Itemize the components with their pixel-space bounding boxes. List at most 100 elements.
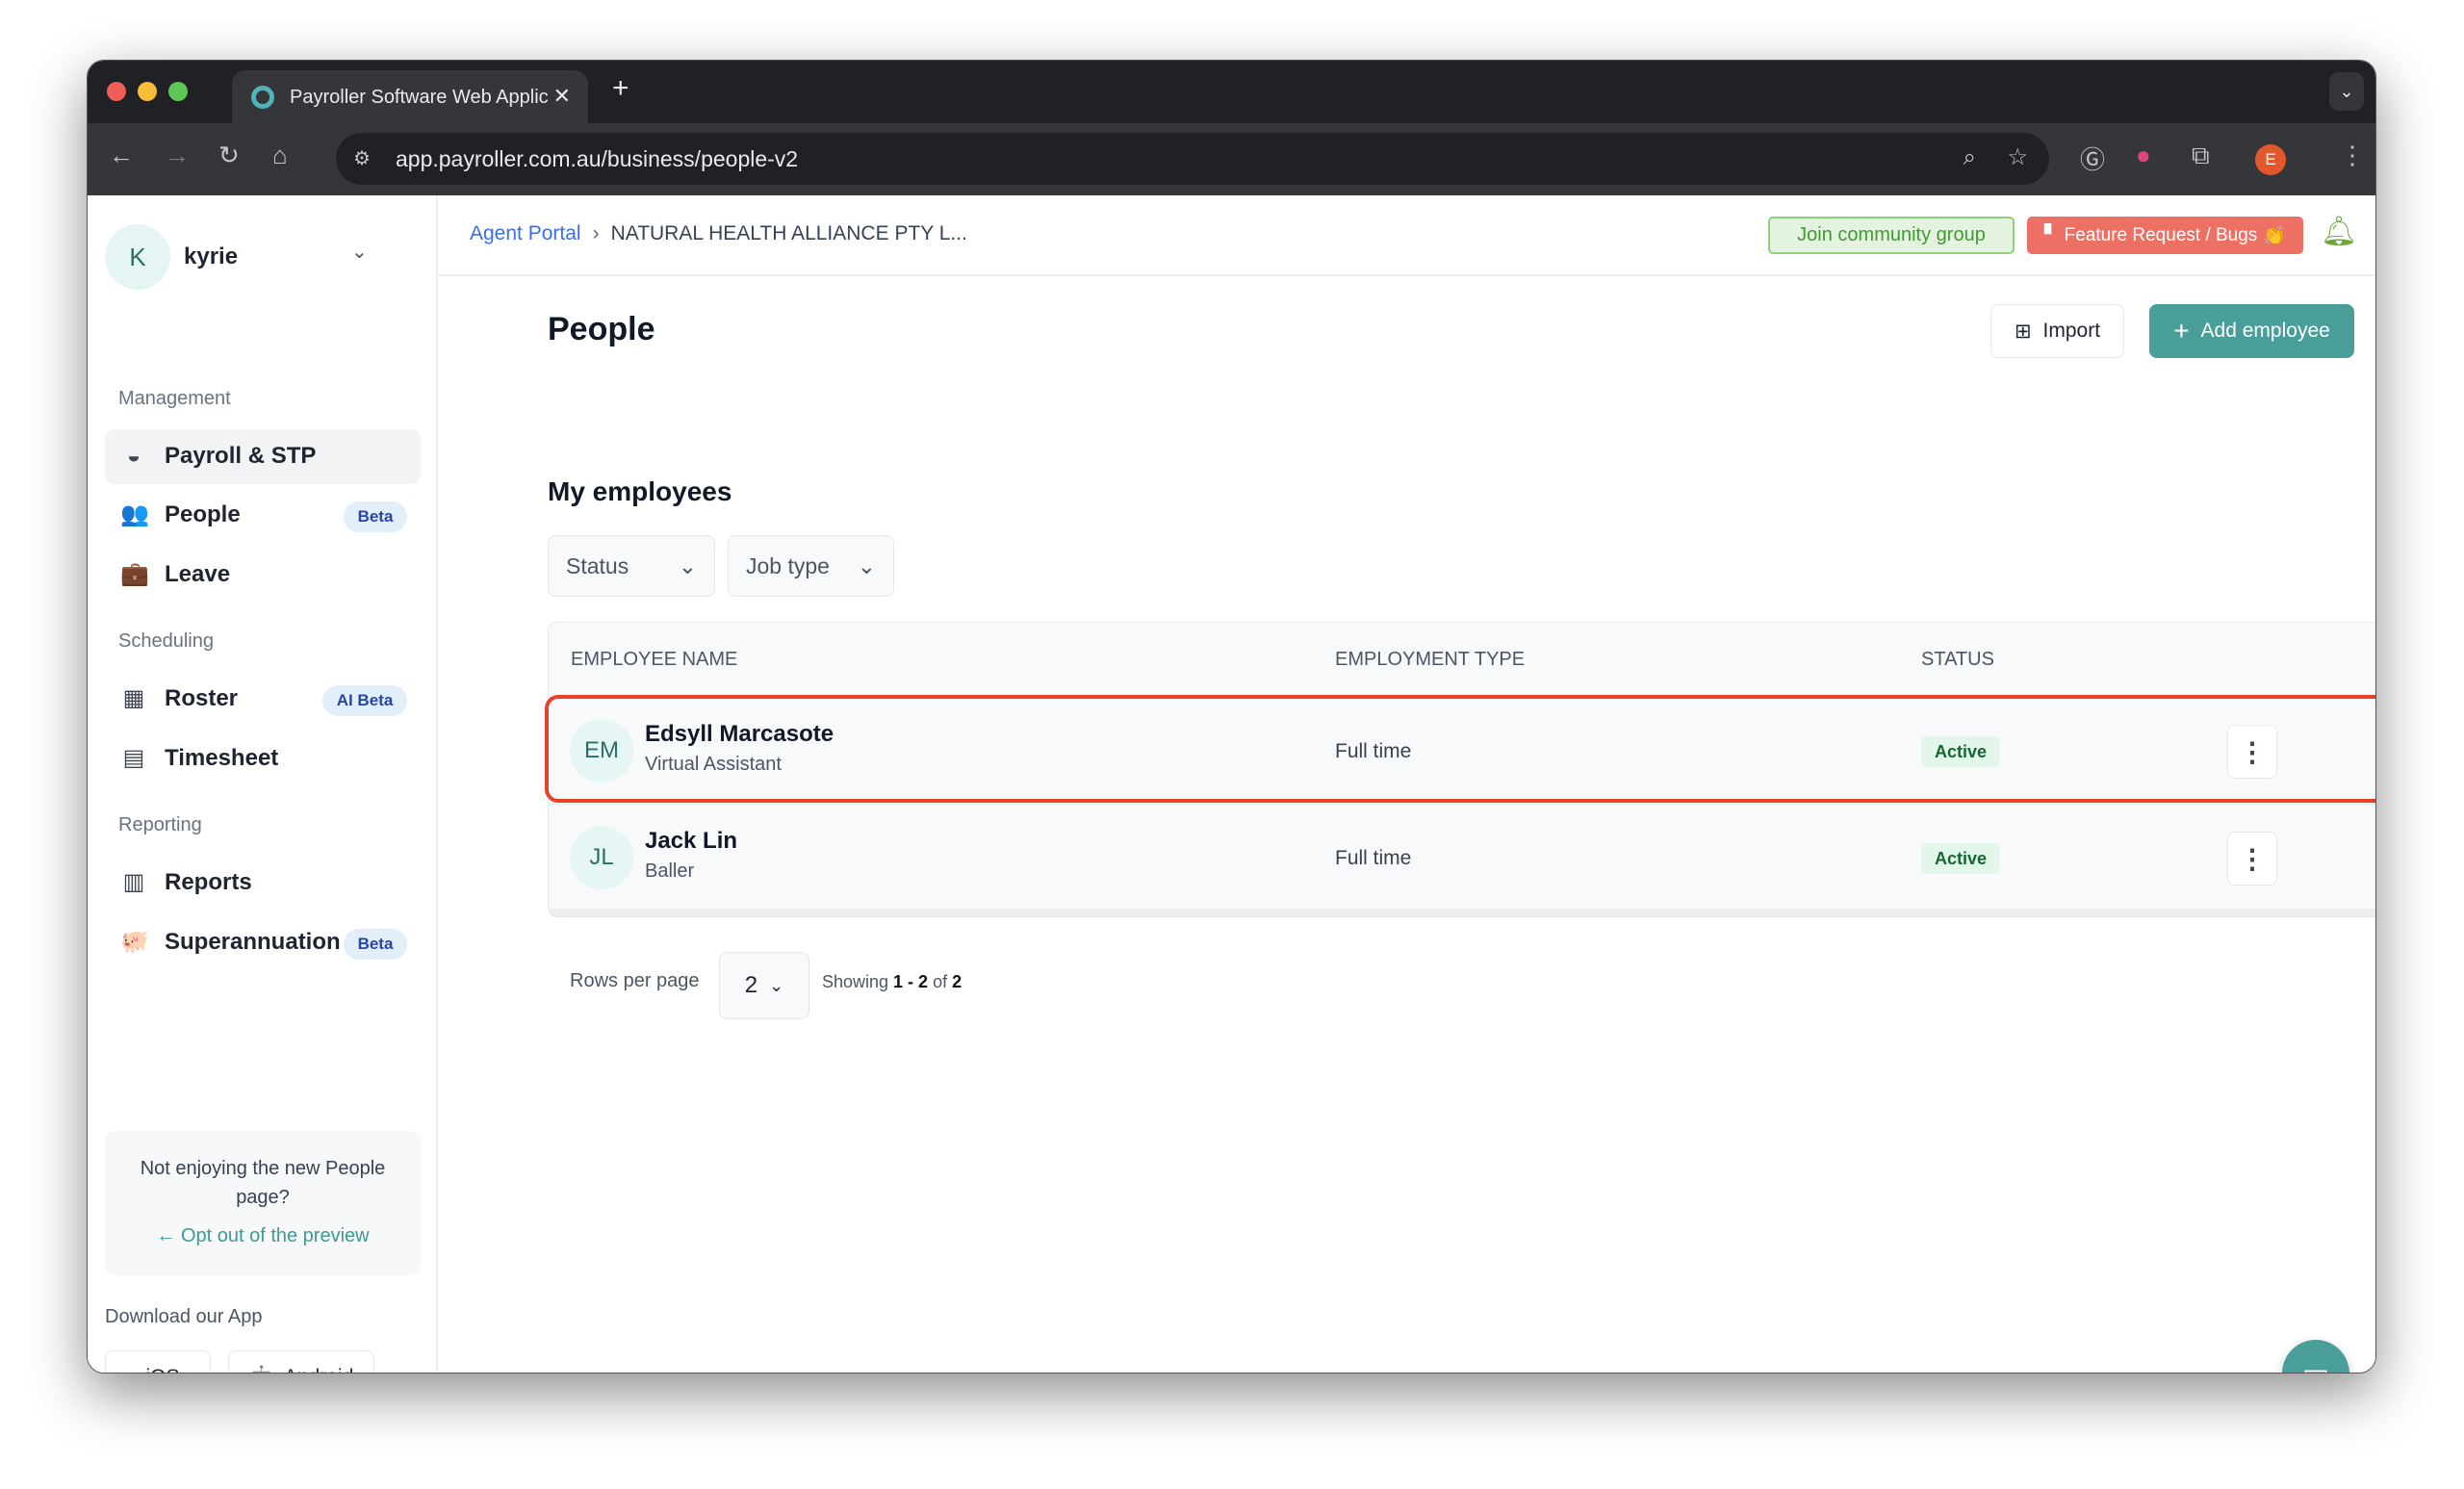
reload-icon[interactable]: ↻ xyxy=(218,141,240,169)
rows-per-page-select[interactable]: 2 ⌄ xyxy=(719,952,809,1019)
user-initial: K xyxy=(129,242,146,271)
rows-per-page-label: Rows per page xyxy=(570,970,700,991)
employee-avatar: EM xyxy=(570,719,633,783)
tab-bar: Payroller Software Web Applic ✕ + ⌄ xyxy=(88,61,2375,124)
feature-request-button[interactable]: ▘ Feature Request / Bugs 👏 xyxy=(2027,217,2303,254)
import-button[interactable]: ⊞ Import xyxy=(1990,304,2124,358)
chat-icon: ▭ xyxy=(2301,1357,2330,1373)
back-icon[interactable]: ← xyxy=(109,141,134,169)
browser-toolbar: ← → ↻ ⌂ ⚙ app.payroller.com.au/business/… xyxy=(88,123,2375,195)
profile-avatar[interactable]: E xyxy=(2255,144,2286,175)
row-actions-menu-icon[interactable]: ⋮ xyxy=(2227,832,2277,886)
employee-name[interactable]: Edsyll Marcasote xyxy=(645,721,834,747)
employee-job-title: Baller xyxy=(645,860,695,882)
bookmark-star-icon[interactable]: ☆ xyxy=(2007,144,2028,170)
browser-tab[interactable]: Payroller Software Web Applic ✕ xyxy=(232,70,588,124)
sidebar-item-timesheet[interactable]: ▤ Timesheet xyxy=(88,743,438,778)
chat-support-button[interactable]: ▭ xyxy=(2282,1340,2349,1373)
close-tab-icon[interactable]: ✕ xyxy=(552,84,571,108)
briefcase-icon: 💼 xyxy=(120,561,149,587)
table-row[interactable]: EM Edsyll Marcasote Virtual Assistant Fu… xyxy=(549,697,2375,804)
job-type-filter-label: Job type xyxy=(746,552,830,578)
flag-icon: ▘ xyxy=(2044,225,2059,245)
url-text: app.payroller.com.au/business/people-v2 xyxy=(396,145,799,171)
status-filter[interactable]: Status ⌄ xyxy=(548,535,715,597)
rows-per-page-value: 2 xyxy=(744,972,758,998)
breadcrumb-agent-portal[interactable]: Agent Portal xyxy=(470,222,581,244)
user-avatar[interactable]: K xyxy=(105,224,170,290)
zoom-icon[interactable]: ⌕ xyxy=(1963,144,1976,170)
extension-icon[interactable]: ● xyxy=(2136,141,2151,169)
favicon-icon xyxy=(251,86,274,109)
beta-badge: Beta xyxy=(344,501,407,532)
extensions-puzzle-icon[interactable]: ⧉ xyxy=(2192,141,2210,169)
reports-icon: ▥ xyxy=(122,869,145,895)
employee-job-title: Virtual Assistant xyxy=(645,754,782,775)
browser-menu-icon[interactable]: ⋮ xyxy=(2340,141,2365,169)
user-name[interactable]: kyrie xyxy=(184,244,239,270)
address-bar[interactable]: ⚙ app.payroller.com.au/business/people-v… xyxy=(336,133,2049,185)
section-scheduling: Scheduling xyxy=(118,630,214,652)
employees-table: EMPLOYEE NAME EMPLOYMENT TYPE STATUS EM … xyxy=(548,622,2375,917)
column-header-status: STATUS xyxy=(1921,649,1994,670)
sidebar-item-roster[interactable]: ▦ Roster AI Beta xyxy=(88,683,438,718)
download-app-label: Download our App xyxy=(105,1306,263,1327)
chevron-down-icon[interactable]: ⌄ xyxy=(351,242,368,263)
people-icon: 👥 xyxy=(120,501,149,527)
opt-out-text: Not enjoying the new People page? xyxy=(140,1158,386,1208)
tab-search-icon[interactable]: ⌄ xyxy=(2329,72,2364,111)
sidebar-item-label: Roster xyxy=(165,685,239,711)
sidebar: K kyrie ⌄ Management Scheduling Reportin… xyxy=(88,195,438,1373)
grammarly-extension-icon[interactable]: Ⓖ xyxy=(2080,145,2106,174)
browser-window: Payroller Software Web Applic ✕ + ⌄ ← → … xyxy=(87,60,2376,1373)
employee-avatar: JL xyxy=(570,826,633,889)
payroll-icon: ◒ xyxy=(126,443,141,469)
sidebar-item-leave[interactable]: 💼 Leave xyxy=(88,559,438,594)
sidebar-item-label: Leave xyxy=(165,561,231,587)
sidebar-item-label: Reports xyxy=(165,869,252,895)
close-window-button[interactable] xyxy=(107,82,126,101)
bell-icon[interactable]: 🔔︎ xyxy=(2321,216,2358,247)
section-title: My employees xyxy=(548,476,732,506)
opt-out-link[interactable]: ← Opt out of the preview xyxy=(124,1225,401,1247)
minimize-window-button[interactable] xyxy=(138,82,157,101)
android-button[interactable]: 🤖 Android xyxy=(228,1350,374,1373)
top-header: Agent Portal › NATURAL HEALTH ALLIANCE P… xyxy=(438,195,2375,276)
horizontal-scrollbar[interactable] xyxy=(549,909,2375,916)
ios-label: iOS xyxy=(145,1366,179,1373)
sidebar-item-label: Superannuation xyxy=(165,929,341,955)
sidebar-item-label: Timesheet xyxy=(165,745,279,771)
site-settings-icon[interactable]: ⚙ xyxy=(353,148,371,169)
page-title: People xyxy=(548,311,655,347)
status-badge: Active xyxy=(1921,736,2001,767)
clap-icon: 👏 xyxy=(2263,225,2286,246)
sidebar-item-reports[interactable]: ▥ Reports xyxy=(88,867,438,902)
home-icon[interactable]: ⌂ xyxy=(272,141,288,169)
table-row[interactable]: JL Jack Lin Baller Full time Active ⋮ xyxy=(549,804,2375,911)
forward-icon[interactable]: → xyxy=(165,141,190,169)
arrow-left-icon: ← xyxy=(156,1225,181,1246)
new-tab-button[interactable]: + xyxy=(612,72,629,104)
breadcrumb-business: NATURAL HEALTH ALLIANCE PTY L... xyxy=(610,222,967,244)
sidebar-item-label: People xyxy=(165,501,241,527)
sidebar-item-superannuation[interactable]: 🐖 Superannuation Beta xyxy=(88,927,438,962)
ios-button[interactable]: iOS xyxy=(105,1350,211,1373)
app-content: K kyrie ⌄ Management Scheduling Reportin… xyxy=(88,195,2375,1373)
job-type-filter[interactable]: Job type ⌄ xyxy=(728,535,894,597)
sidebar-item-payroll[interactable]: ◒ Payroll & STP xyxy=(88,441,438,475)
showing-prefix: Showing xyxy=(822,972,889,991)
showing-range-value: 1 - 2 xyxy=(893,972,929,991)
sidebar-item-people[interactable]: 👥 People Beta xyxy=(88,500,438,534)
add-employee-button[interactable]: + Add employee xyxy=(2149,304,2354,358)
employee-name[interactable]: Jack Lin xyxy=(645,828,738,854)
clipboard-icon: ▤ xyxy=(122,745,145,771)
join-community-button[interactable]: Join community group xyxy=(1768,217,2015,254)
piggy-bank-icon: 🐖 xyxy=(120,929,149,955)
showing-total: 2 xyxy=(952,972,962,991)
maximize-window-button[interactable] xyxy=(168,82,188,101)
sidebar-item-active-bg xyxy=(105,429,421,484)
ai-beta-badge: AI Beta xyxy=(322,685,407,716)
row-actions-menu-icon[interactable]: ⋮ xyxy=(2227,725,2277,779)
row-highlight-annotation xyxy=(545,695,2375,803)
opt-out-card: Not enjoying the new People page? ← Opt … xyxy=(105,1131,421,1275)
